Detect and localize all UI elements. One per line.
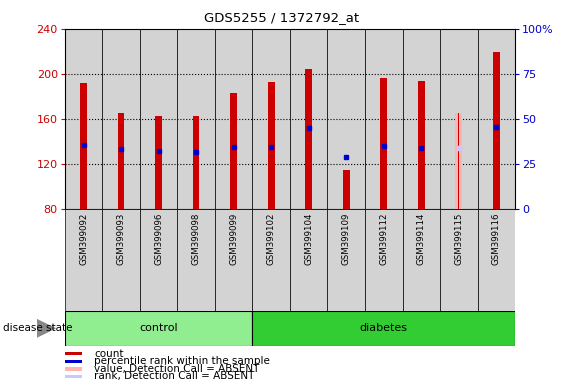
- Bar: [252, 311, 515, 346]
- Bar: [493, 53, 500, 209]
- Bar: [290, 29, 328, 209]
- Bar: [458, 113, 459, 209]
- Bar: [343, 170, 350, 209]
- Bar: [365, 29, 403, 209]
- Bar: [328, 209, 365, 311]
- Bar: [177, 209, 215, 311]
- Text: GSM399102: GSM399102: [267, 212, 276, 265]
- Bar: [65, 29, 102, 209]
- Bar: [193, 116, 199, 209]
- Polygon shape: [37, 319, 56, 338]
- Text: GSM399104: GSM399104: [304, 212, 313, 265]
- Bar: [65, 367, 82, 371]
- Bar: [65, 360, 82, 363]
- Bar: [230, 93, 237, 209]
- Text: GSM399096: GSM399096: [154, 212, 163, 265]
- Text: diabetes: diabetes: [360, 323, 408, 333]
- Bar: [102, 29, 140, 209]
- Bar: [215, 29, 252, 209]
- Bar: [477, 29, 515, 209]
- Text: count: count: [94, 349, 123, 359]
- Bar: [403, 209, 440, 311]
- Text: GSM399115: GSM399115: [454, 212, 463, 265]
- Text: rank, Detection Call = ABSENT: rank, Detection Call = ABSENT: [94, 371, 254, 381]
- Text: GSM399099: GSM399099: [229, 212, 238, 265]
- Bar: [155, 116, 162, 209]
- Bar: [455, 113, 462, 209]
- Bar: [305, 70, 312, 209]
- Bar: [418, 81, 425, 209]
- Bar: [65, 311, 252, 346]
- Bar: [252, 209, 290, 311]
- Bar: [440, 29, 477, 209]
- Text: disease state: disease state: [3, 323, 72, 333]
- Text: percentile rank within the sample: percentile rank within the sample: [94, 356, 270, 366]
- Bar: [328, 29, 365, 209]
- Bar: [102, 209, 140, 311]
- Text: value, Detection Call = ABSENT: value, Detection Call = ABSENT: [94, 364, 260, 374]
- Bar: [65, 375, 82, 378]
- Bar: [177, 29, 215, 209]
- Text: GSM399112: GSM399112: [379, 212, 388, 265]
- Text: control: control: [139, 323, 178, 333]
- Text: GSM399092: GSM399092: [79, 212, 88, 265]
- Bar: [477, 209, 515, 311]
- Text: GSM399114: GSM399114: [417, 212, 426, 265]
- Text: GDS5255 / 1372792_at: GDS5255 / 1372792_at: [204, 12, 359, 25]
- Text: GSM399116: GSM399116: [492, 212, 501, 265]
- Bar: [65, 352, 82, 355]
- Bar: [268, 82, 275, 209]
- Bar: [365, 209, 403, 311]
- Bar: [403, 29, 440, 209]
- Bar: [65, 209, 102, 311]
- Bar: [252, 29, 290, 209]
- Bar: [381, 78, 387, 209]
- Bar: [215, 209, 252, 311]
- Text: GSM399093: GSM399093: [117, 212, 126, 265]
- Bar: [140, 209, 177, 311]
- Bar: [118, 113, 124, 209]
- Bar: [80, 83, 87, 209]
- Bar: [140, 29, 177, 209]
- Text: GSM399109: GSM399109: [342, 212, 351, 265]
- Bar: [290, 209, 328, 311]
- Bar: [440, 209, 477, 311]
- Text: GSM399098: GSM399098: [191, 212, 200, 265]
